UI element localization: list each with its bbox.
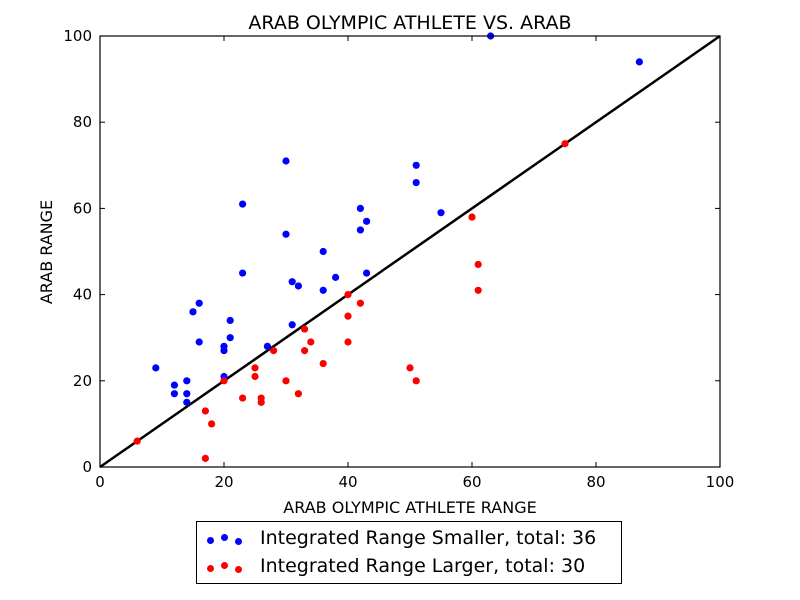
series-larger [133, 140, 569, 462]
data-point [412, 377, 420, 385]
y-axis-label: ARAB RANGE [37, 200, 56, 304]
data-point [220, 347, 228, 355]
data-point [183, 398, 191, 406]
data-point [406, 364, 414, 372]
y-tick-label: 0 [82, 458, 92, 476]
legend-dot [221, 534, 228, 541]
data-point [288, 278, 296, 286]
data-point [356, 204, 364, 212]
data-point [332, 273, 340, 281]
y-tick-label: 80 [73, 113, 92, 131]
data-point [344, 291, 352, 299]
legend-entry-smaller: Integrated Range Smaller, total: 36 [197, 524, 621, 552]
x-tick-label: 0 [95, 473, 105, 491]
data-point [294, 282, 302, 290]
data-point [356, 299, 364, 307]
data-point [208, 420, 216, 428]
legend-dot [221, 562, 228, 569]
data-point [257, 398, 265, 406]
chart-legend: Integrated Range Smaller, total: 36 Inte… [196, 521, 622, 584]
x-tick-label: 40 [338, 473, 357, 491]
data-point [239, 394, 247, 402]
data-points [133, 32, 644, 462]
data-point [282, 377, 290, 385]
data-point [294, 390, 302, 398]
y-tick-label: 60 [73, 199, 92, 217]
data-point [363, 269, 371, 277]
legend-dot [235, 566, 242, 573]
data-point [220, 377, 228, 385]
legend-entry-larger: Integrated Range Larger, total: 30 [197, 552, 621, 580]
data-point [301, 325, 309, 333]
data-point [288, 321, 296, 329]
data-point [251, 364, 259, 372]
legend-marker-smaller [205, 524, 245, 552]
data-point [170, 390, 178, 398]
data-point [437, 209, 445, 217]
data-point [282, 157, 290, 165]
data-point [263, 342, 271, 350]
y-tick-label: 20 [73, 372, 92, 390]
y-tick-label: 100 [63, 27, 92, 45]
legend-dot [207, 537, 214, 544]
data-point [189, 308, 197, 316]
data-point [319, 286, 327, 294]
data-point [226, 334, 234, 342]
data-point [468, 213, 476, 221]
axis-ticks: 0 20 40 60 80 100 0 20 40 60 80 100 [63, 27, 734, 491]
data-point [561, 140, 569, 148]
data-point [226, 316, 234, 325]
legend-marker-larger [205, 552, 245, 580]
x-tick-label: 100 [706, 473, 735, 491]
legend-dot [207, 565, 214, 572]
data-point [195, 299, 203, 307]
data-point [239, 200, 247, 208]
data-point [412, 178, 420, 187]
data-point [133, 437, 141, 445]
data-point [170, 381, 178, 389]
y-tick-label: 40 [73, 286, 92, 304]
data-point [412, 161, 420, 169]
data-point [344, 312, 352, 320]
data-point [301, 347, 309, 355]
data-point [239, 269, 247, 277]
legend-label-smaller: Integrated Range Smaller, total: 36 [260, 527, 597, 549]
chart-title: ARAB OLYMPIC ATHLETE VS. ARAB [248, 12, 571, 34]
data-point [319, 359, 327, 368]
data-point [270, 347, 278, 355]
data-point [635, 58, 644, 66]
legend-dot [235, 538, 242, 545]
series-smaller [152, 32, 644, 406]
data-point [356, 226, 364, 234]
data-point [183, 390, 191, 398]
data-point [195, 338, 203, 346]
x-axis-label: ARAB OLYMPIC ATHLETE RANGE [283, 498, 536, 517]
data-point [474, 286, 482, 294]
data-point [344, 338, 352, 346]
legend-label-larger: Integrated Range Larger, total: 30 [260, 555, 586, 577]
data-point [183, 377, 191, 385]
plot-area-frame [99, 35, 721, 468]
identity-reference-line [99, 34, 721, 469]
x-tick-label: 20 [214, 473, 233, 491]
data-point [307, 338, 315, 346]
data-point [474, 260, 482, 269]
x-tick-label: 60 [462, 473, 481, 491]
data-point [282, 230, 290, 238]
data-point [201, 454, 209, 462]
data-point [363, 217, 371, 225]
data-point [251, 372, 259, 381]
data-point [152, 364, 160, 372]
x-tick-label: 80 [586, 473, 605, 491]
data-point [319, 247, 327, 256]
data-point [201, 407, 209, 415]
